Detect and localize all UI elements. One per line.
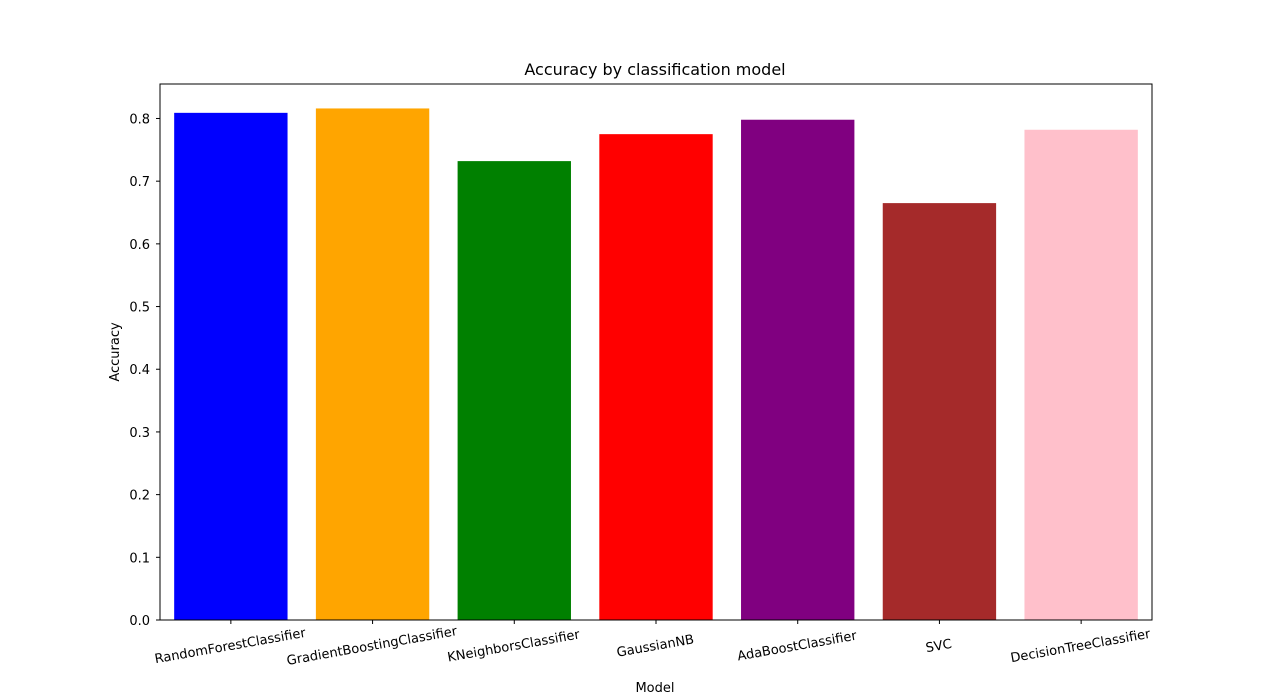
x-tick-label: DecisionTreeClassifier [1009, 627, 1152, 667]
y-axis: 0.0 0.1 0.2 0.3 0.4 0.5 0.6 0.7 0.8 [129, 112, 160, 629]
y-axis-label: Accuracy [108, 322, 123, 382]
y-tick-label: 0.7 [129, 175, 150, 190]
y-tick-label: 0.5 [129, 301, 150, 316]
x-tick-label: RandomForestClassifier [154, 626, 308, 667]
x-axis-label: Model [635, 681, 674, 696]
chart-title: Accuracy by classification model [524, 60, 785, 79]
y-tick-label: 0.6 [129, 238, 150, 253]
bars-group [174, 108, 1138, 621]
y-tick-label: 0.8 [129, 112, 150, 127]
plot-frame [159, 83, 1153, 621]
y-tick-label: 0.1 [129, 551, 150, 566]
bar-kneighborsclassifier [457, 161, 571, 620]
x-tick-label: GaussianNB [616, 632, 696, 660]
bar-gradientboostingclassifier [315, 108, 430, 620]
y-tick-label: 0.4 [129, 363, 150, 378]
bar-gaussiannb [599, 134, 713, 621]
bar-decisiontreeclassifier [1024, 129, 1138, 621]
y-tick-label: 0.3 [129, 426, 150, 441]
x-tick-label: GradientBoostingClassifier [286, 624, 459, 669]
x-tick-label: SVC [925, 637, 953, 656]
bar-randomforestclassifier [174, 112, 288, 620]
x-tick-label: KNeighborsClassifier [446, 627, 581, 665]
y-tick-label: 0.2 [129, 489, 150, 504]
x-axis: RandomForestClassifierGradientBoostingCl… [154, 620, 1152, 669]
x-tick-label: AdaBoostClassifier [736, 629, 858, 665]
bar-svc [882, 203, 997, 620]
bar-adaboostclassifier [741, 119, 855, 620]
y-tick-label: 0.0 [129, 614, 150, 629]
